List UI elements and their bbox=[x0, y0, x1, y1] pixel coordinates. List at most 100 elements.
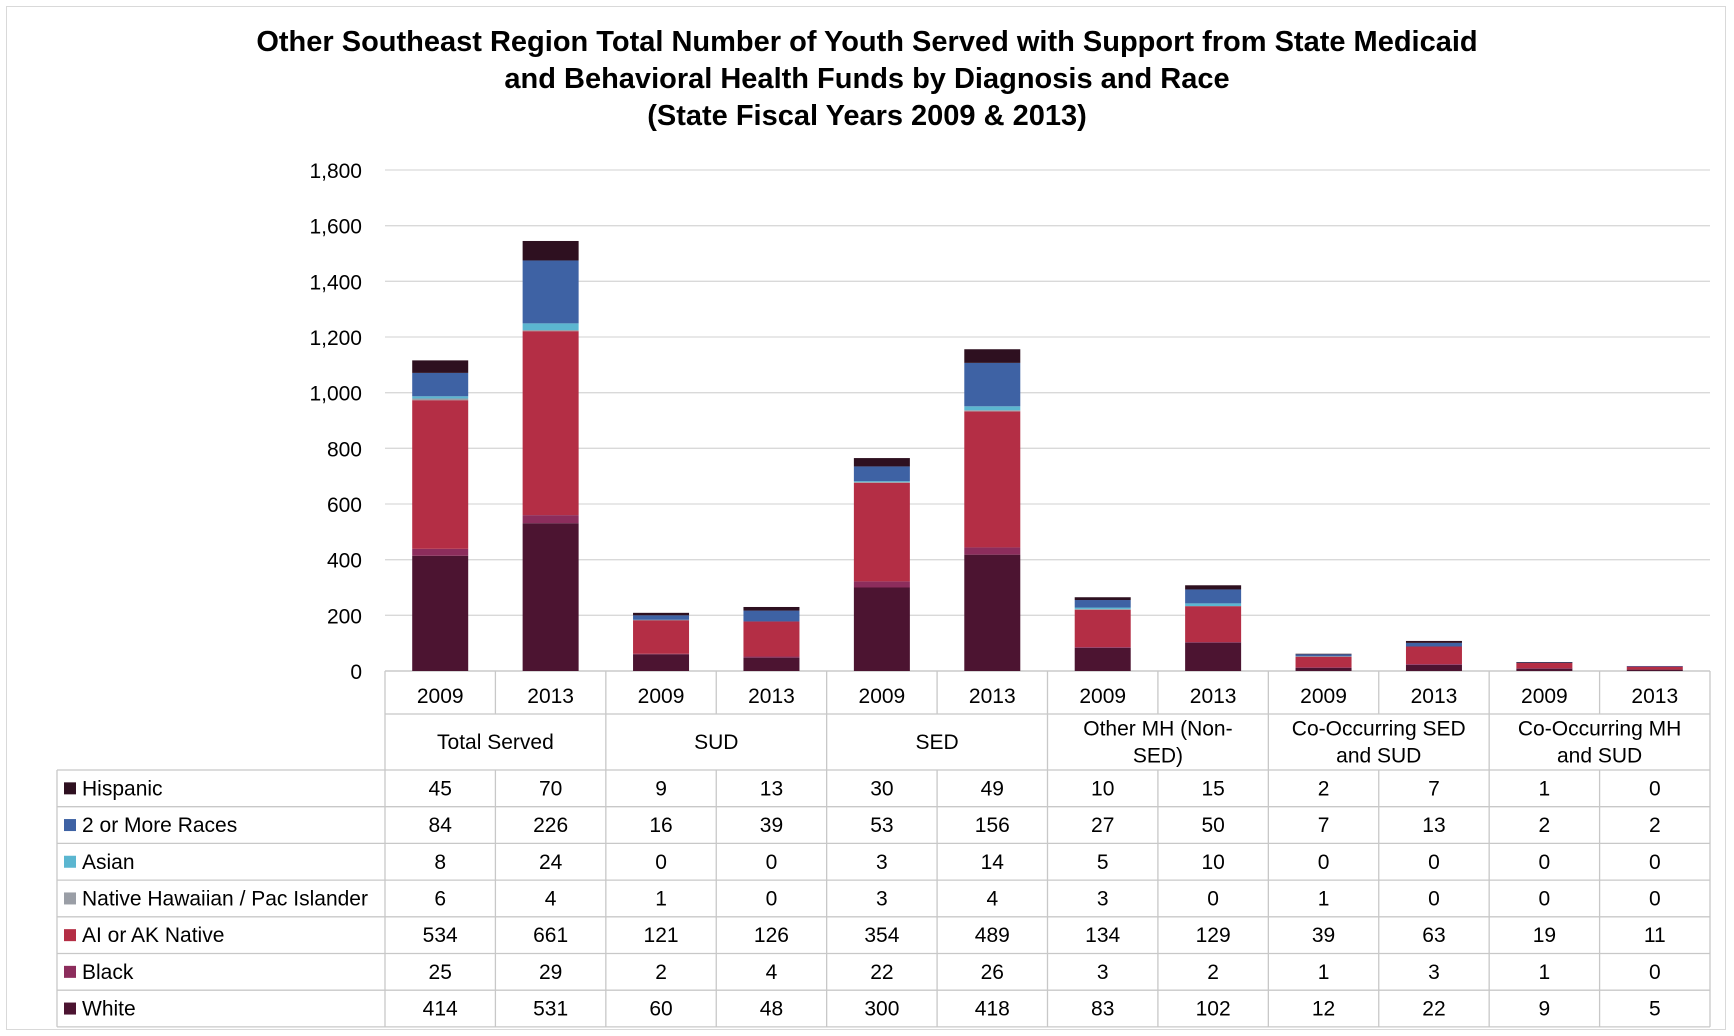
bar-segment bbox=[964, 411, 1021, 548]
data-label: 39 bbox=[760, 814, 783, 837]
bar-segment bbox=[522, 330, 579, 332]
chart-frame bbox=[6, 6, 1726, 1030]
data-label: 0 bbox=[1539, 851, 1551, 874]
bar-segment bbox=[522, 331, 579, 516]
data-label: 134 bbox=[1085, 924, 1120, 947]
data-table: 2009 2013 2009 2013 2009 2013 2009 2013 2009 2013… bbox=[56, 671, 1711, 1028]
group-label: SED) bbox=[1133, 745, 1183, 768]
data-label: 3 bbox=[1097, 961, 1109, 984]
data-label: 3 bbox=[876, 851, 888, 874]
y-axis-ticks: 0 200 400 600 800 1,000 1,200 1,400 1,600 1,800 bbox=[309, 160, 362, 684]
bar-segment bbox=[633, 619, 690, 621]
bar-segment bbox=[743, 606, 800, 611]
data-label: 0 bbox=[1649, 777, 1661, 800]
bar-segment bbox=[964, 406, 1021, 411]
bar-segment bbox=[853, 481, 910, 483]
bar-segment bbox=[412, 360, 469, 373]
bar-segment bbox=[1626, 665, 1683, 667]
bar-segment bbox=[522, 515, 579, 524]
data-label: 1 bbox=[1318, 887, 1330, 910]
data-label: 531 bbox=[533, 998, 568, 1021]
group-label: and SUD bbox=[1557, 745, 1642, 768]
legend-key bbox=[64, 855, 76, 868]
data-label: 156 bbox=[975, 814, 1010, 837]
y-tick-label: 1,800 bbox=[309, 160, 362, 183]
x-tick-label: 2009 bbox=[859, 685, 906, 708]
bar-segment bbox=[743, 656, 800, 658]
data-label: 30 bbox=[870, 777, 893, 800]
data-label: 8 bbox=[434, 851, 446, 874]
chart-title: Other Southeast Region Total Number of Y… bbox=[0, 24, 1734, 135]
data-label: 0 bbox=[655, 851, 667, 874]
data-label: 2 bbox=[1649, 814, 1661, 837]
x-tick-label: 2009 bbox=[417, 685, 464, 708]
data-label: 2 bbox=[1539, 814, 1551, 837]
data-label: 3 bbox=[876, 887, 888, 910]
bar-segment bbox=[1074, 608, 1131, 610]
bar-segment bbox=[1516, 668, 1573, 671]
data-label: 0 bbox=[1649, 961, 1661, 984]
data-label: 0 bbox=[1649, 851, 1661, 874]
bar-segment bbox=[522, 240, 579, 261]
bar-segment bbox=[1405, 640, 1462, 643]
data-label: 126 bbox=[754, 924, 789, 947]
bar-segment bbox=[1074, 597, 1131, 601]
bar-segment bbox=[964, 547, 1021, 555]
bar-segment bbox=[1074, 600, 1131, 608]
y-tick-label: 800 bbox=[327, 438, 362, 461]
series-name: Hispanic bbox=[82, 777, 163, 800]
series-name: White bbox=[82, 998, 136, 1021]
x-tick-label: 2009 bbox=[1521, 685, 1568, 708]
data-label: 49 bbox=[981, 777, 1004, 800]
data-label: 414 bbox=[423, 998, 458, 1021]
legend-key bbox=[64, 782, 76, 795]
data-label: 1 bbox=[1539, 777, 1551, 800]
bar-segment bbox=[522, 323, 579, 331]
series-name: 2 or More Races bbox=[82, 814, 237, 837]
data-label: 0 bbox=[1428, 887, 1440, 910]
y-tick-label: 0 bbox=[350, 661, 362, 684]
bar-segment bbox=[1516, 662, 1573, 663]
bar-segment bbox=[853, 581, 910, 588]
bar-segment bbox=[412, 555, 469, 671]
bar-segment bbox=[743, 657, 800, 671]
data-label: 0 bbox=[766, 851, 778, 874]
series-name: Black bbox=[82, 961, 134, 984]
data-label: 45 bbox=[429, 777, 452, 800]
y-tick-label: 1,200 bbox=[309, 327, 362, 350]
data-label: 0 bbox=[1649, 887, 1661, 910]
bar-segment bbox=[633, 615, 690, 620]
bar-segment bbox=[853, 482, 910, 483]
bar-segment bbox=[412, 398, 469, 401]
x-tick-label: 2009 bbox=[638, 685, 685, 708]
data-label: 0 bbox=[1318, 851, 1330, 874]
data-label: 10 bbox=[1201, 851, 1224, 874]
legend-key bbox=[64, 929, 76, 942]
data-label: 5 bbox=[1097, 851, 1109, 874]
data-label: 12 bbox=[1312, 998, 1335, 1021]
data-label: 354 bbox=[864, 924, 899, 947]
data-label: 2 bbox=[1207, 961, 1219, 984]
legend-key bbox=[64, 819, 76, 832]
data-label: 9 bbox=[1539, 998, 1551, 1021]
bar-segment bbox=[1185, 585, 1242, 590]
bar-segment bbox=[1405, 646, 1462, 665]
data-label: 7 bbox=[1428, 777, 1440, 800]
bar-segment bbox=[1074, 609, 1131, 648]
data-label: 661 bbox=[533, 924, 568, 947]
data-label: 13 bbox=[760, 777, 783, 800]
bar-segment bbox=[964, 554, 1021, 671]
bar-segment bbox=[1295, 667, 1352, 671]
group-label: Other MH (Non- bbox=[1083, 718, 1232, 741]
data-label: 25 bbox=[429, 961, 452, 984]
bar-segment bbox=[633, 620, 690, 654]
bar-segment bbox=[1185, 642, 1242, 643]
group-label: Co-Occurring MH bbox=[1518, 718, 1681, 741]
data-label: 2 bbox=[1318, 777, 1330, 800]
bar-segment bbox=[522, 523, 579, 671]
data-label: 102 bbox=[1196, 998, 1231, 1021]
bar-segment bbox=[743, 610, 800, 622]
data-label: 0 bbox=[1539, 887, 1551, 910]
series-name: Asian bbox=[82, 851, 135, 874]
bar-segment bbox=[964, 349, 1021, 363]
